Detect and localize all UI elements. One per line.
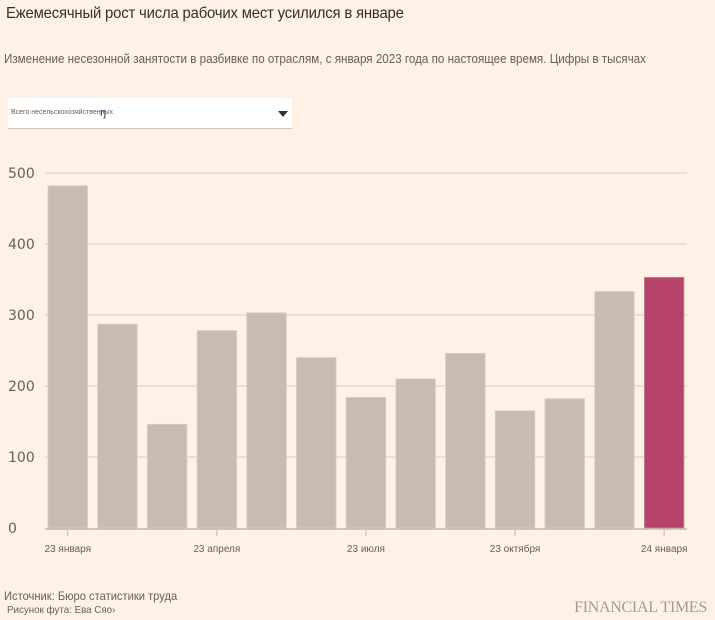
bar[interactable]: [395, 378, 436, 529]
ft-logo: FINANCIAL TIMES: [574, 599, 707, 616]
chart-title: Ежемесячный рост числа рабочих мест усил…: [6, 5, 404, 22]
bar[interactable]: [146, 423, 188, 529]
y-tick-label: 200: [8, 379, 35, 395]
industry-select-value: Всего несельскохозяйственных: [11, 109, 114, 116]
chevron-down-icon[interactable]: [278, 111, 288, 117]
bar[interactable]: [296, 357, 337, 529]
bar[interactable]: [494, 410, 536, 529]
bar[interactable]: [594, 291, 635, 529]
x-tick-label: 23 апреля: [193, 544, 240, 555]
y-tick-label: 500: [8, 166, 35, 182]
graphic-credit[interactable]: Рисунок фута: Ева Сяо›: [7, 604, 116, 616]
y-tick-label: 100: [8, 450, 35, 466]
y-axis: 0 100 200 300 400 500: [8, 166, 35, 537]
bar[interactable]: [196, 330, 238, 529]
bar[interactable]: [544, 398, 585, 529]
bar[interactable]: [345, 396, 387, 529]
text-cursor: ŋ: [100, 107, 107, 119]
bar[interactable]: [47, 185, 88, 529]
bars: [47, 185, 685, 529]
bar-highlight[interactable]: [644, 276, 685, 529]
x-tick-label: 24 января: [641, 544, 687, 555]
bar[interactable]: [97, 323, 138, 529]
x-tick-label: 23 января: [45, 544, 91, 555]
source-note: Источник: Бюро статистики труда: [4, 589, 178, 603]
bar[interactable]: [445, 352, 486, 529]
chart-subtitle: Изменение несезонной занятости в разбивк…: [4, 52, 646, 66]
x-axis: 23 января 23 апреля 23 июля 23 октября 24 ян…: [45, 528, 687, 555]
y-tick-label: 400: [8, 237, 35, 253]
y-tick-label: 300: [8, 308, 35, 324]
industry-select[interactable]: Всего несельскохозяйственных ŋ: [8, 98, 292, 129]
x-tick-label: 23 июля: [347, 544, 385, 555]
x-tick-label: 23 октября: [490, 543, 541, 555]
y-tick-label: 0: [8, 521, 17, 537]
bar[interactable]: [246, 312, 287, 529]
